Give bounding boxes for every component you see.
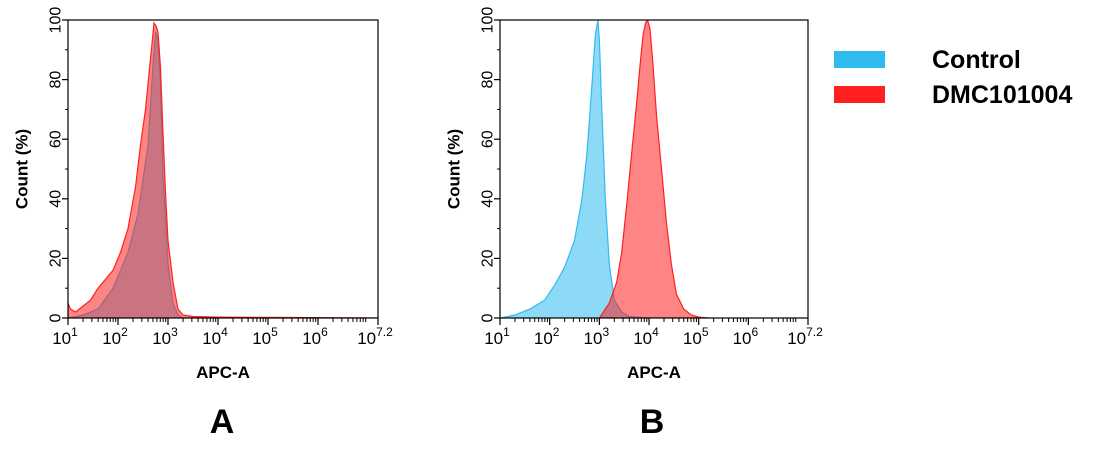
legend-label: Control <box>932 46 1021 74</box>
panel-label: A <box>210 403 235 441</box>
y-tick-label: 40 <box>480 190 497 208</box>
y-tick-label: 100 <box>48 7 65 34</box>
x-tick-label: 105 <box>683 325 709 348</box>
x-tick-exponent: 5 <box>702 325 709 339</box>
x-tick-base: 10 <box>357 329 376 348</box>
x-tick-exponent: 1 <box>503 325 510 339</box>
x-tick-label: 101 <box>484 325 510 348</box>
x-tick-label: 106 <box>302 325 328 348</box>
x-tick-exponent: 1 <box>71 325 78 339</box>
x-tick-base: 10 <box>633 329 652 348</box>
x-tick-exponent: 4 <box>221 325 228 339</box>
legend-swatch <box>834 51 885 68</box>
y-tick-label: 60 <box>480 130 497 148</box>
x-axis-title: APC-A <box>627 363 681 382</box>
x-tick-label: 105 <box>252 325 278 348</box>
x-tick-label: 102 <box>102 325 128 348</box>
y-tick-label: 80 <box>48 71 65 89</box>
y-tick-label: 0 <box>480 313 497 322</box>
x-tick-base: 10 <box>302 329 321 348</box>
x-tick-base: 10 <box>683 329 702 348</box>
x-tick-label: 101 <box>52 325 78 348</box>
x-tick-label: 104 <box>633 325 659 348</box>
series-dmc101004-area <box>68 21 378 318</box>
y-tick-label: 40 <box>48 190 65 208</box>
y-axis-title: Count (%) <box>445 129 464 209</box>
x-tick-base: 10 <box>102 329 121 348</box>
x-tick-base: 10 <box>787 329 806 348</box>
panel-label: B <box>640 403 665 441</box>
x-tick-exponent: 7.2 <box>806 325 823 339</box>
x-tick-exponent: 2 <box>121 325 128 339</box>
x-tick-base: 10 <box>152 329 171 348</box>
x-tick-label: 103 <box>584 325 610 348</box>
y-tick-label: 0 <box>48 313 65 322</box>
x-tick-label: 107.2 <box>787 325 823 348</box>
plot-area <box>68 21 378 318</box>
x-tick-exponent: 6 <box>752 325 759 339</box>
x-tick-base: 10 <box>52 329 71 348</box>
x-tick-base: 10 <box>252 329 271 348</box>
y-tick-label: 100 <box>480 7 497 34</box>
y-tick-label: 60 <box>48 130 65 148</box>
x-tick-label: 103 <box>152 325 178 348</box>
legend-swatch <box>834 86 885 103</box>
plot-area <box>500 20 709 318</box>
x-tick-exponent: 4 <box>652 325 659 339</box>
y-tick-label: 20 <box>48 249 65 267</box>
x-tick-exponent: 6 <box>321 325 328 339</box>
series-dmc101004-area <box>598 20 709 318</box>
x-tick-base: 10 <box>584 329 603 348</box>
x-axis-title: APC-A <box>196 363 250 382</box>
x-tick-exponent: 3 <box>602 325 609 339</box>
x-tick-base: 10 <box>534 329 553 348</box>
x-tick-base: 10 <box>202 329 221 348</box>
x-tick-exponent: 5 <box>271 325 278 339</box>
x-tick-exponent: 7.2 <box>376 325 393 339</box>
y-tick-label: 80 <box>480 71 497 89</box>
legend: Control DMC101004 <box>834 46 1072 109</box>
x-tick-base: 10 <box>733 329 752 348</box>
x-tick-label: 106 <box>733 325 759 348</box>
x-tick-label: 107.2 <box>357 325 393 348</box>
x-tick-exponent: 3 <box>171 325 178 339</box>
y-axis-title: Count (%) <box>13 129 32 209</box>
legend-label: DMC101004 <box>932 81 1072 109</box>
x-tick-label: 102 <box>534 325 560 348</box>
x-tick-label: 104 <box>202 325 228 348</box>
x-tick-base: 10 <box>484 329 503 348</box>
y-tick-label: 20 <box>480 249 497 267</box>
x-tick-exponent: 2 <box>553 325 560 339</box>
